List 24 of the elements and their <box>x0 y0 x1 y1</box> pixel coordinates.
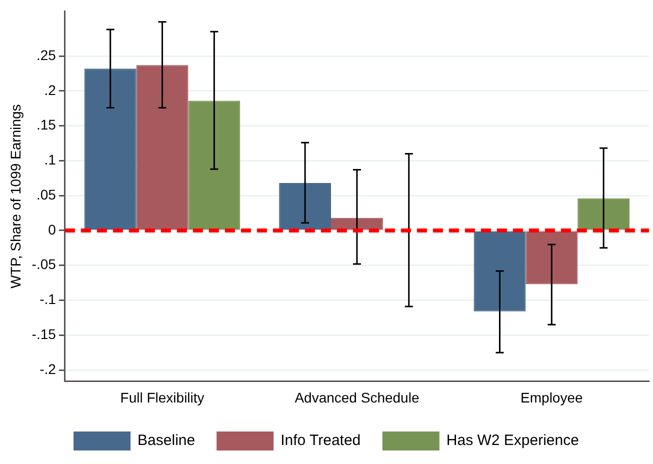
legend-label: Baseline <box>138 432 196 450</box>
y-tick-label: -.2 <box>40 360 56 377</box>
bar <box>188 100 240 230</box>
y-tick-label: .15 <box>36 116 56 133</box>
y-tick-label: 0 <box>48 221 56 238</box>
bar <box>474 231 526 312</box>
y-tick-label: -.05 <box>32 256 56 272</box>
y-tick-label: -.15 <box>32 326 56 342</box>
bar <box>84 68 136 230</box>
bar <box>526 231 578 284</box>
y-tick-label: .25 <box>36 46 56 63</box>
legend-label: Has W2 Experience <box>446 432 579 450</box>
x-tick-label: Full Flexibility <box>120 389 204 406</box>
y-tick-label: -.1 <box>40 291 56 308</box>
bar <box>136 65 188 230</box>
y-tick-label: .05 <box>36 186 56 202</box>
bar <box>578 198 630 230</box>
y-tick-label: .1 <box>44 152 56 168</box>
x-tick-label: Employee <box>520 389 583 406</box>
bar <box>279 183 332 230</box>
y-axis-title: WTP, Share of 1099 Earnings <box>7 104 24 288</box>
x-tick-label: Advanced Schedule <box>294 389 420 406</box>
y-tick-label: .2 <box>44 82 56 98</box>
legend-label: Info Treated <box>280 432 361 450</box>
